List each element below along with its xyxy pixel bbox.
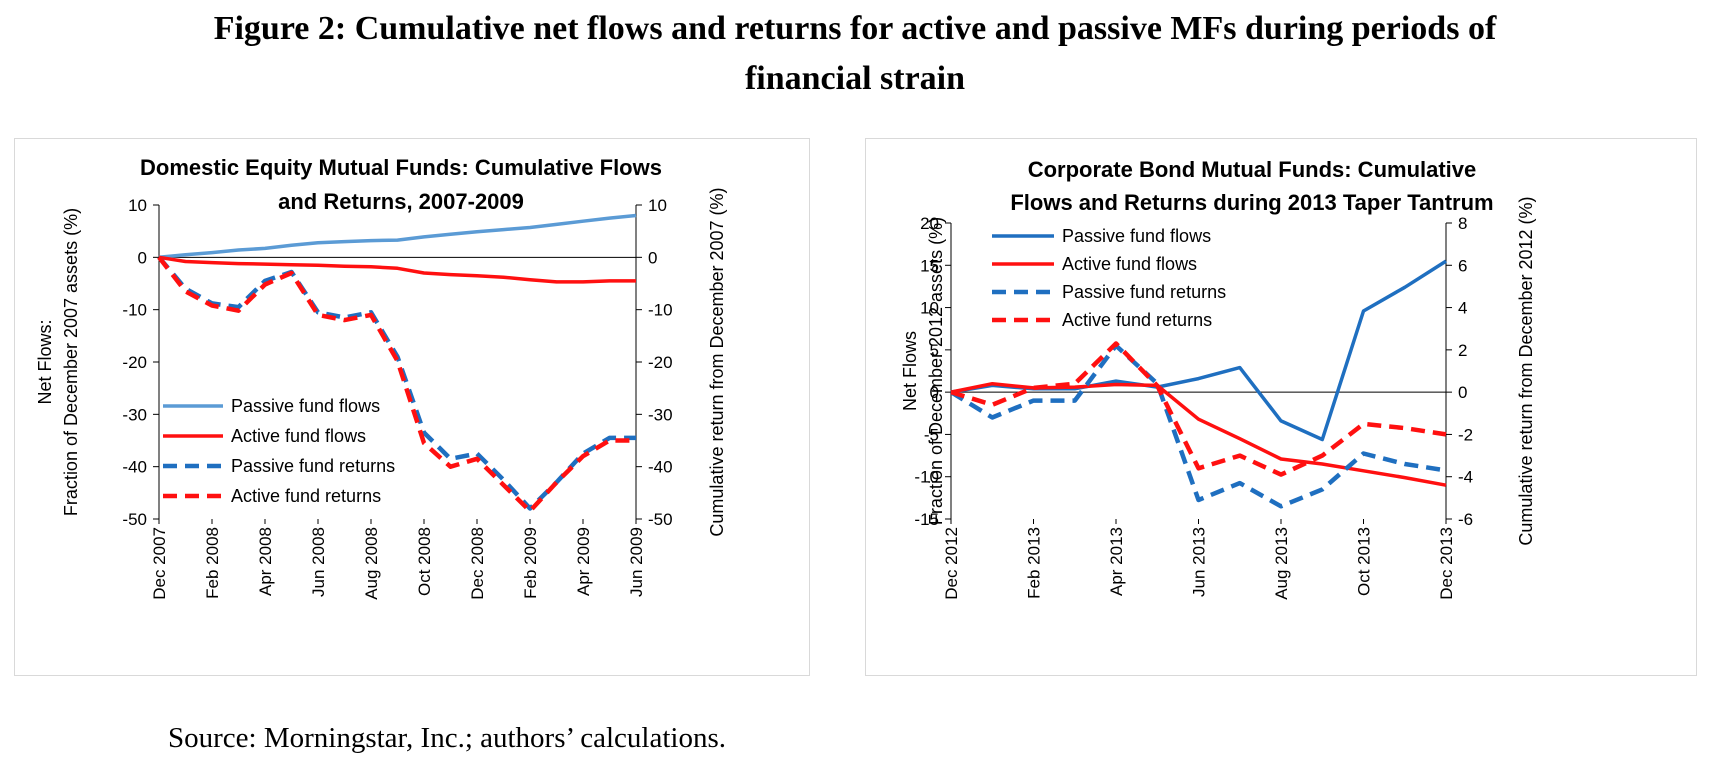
bond-x-tick-label: Apr 2013 [1107, 527, 1126, 596]
bond-x-tick-label: Dec 2012 [942, 527, 961, 600]
bond-legend: Passive fund flows Active fund flows Passi… [992, 226, 1226, 330]
bond-y-tick-label: 10 [920, 299, 939, 318]
bond-y-tick-label: 0 [930, 383, 939, 402]
equity-y2-tick-label: 10 [648, 196, 667, 215]
equity-y2-axis-label: Cumulative return from December 2007 (%) [707, 187, 727, 536]
equity-x-tick-label: Apr 2008 [256, 527, 275, 596]
equity-y2-tick-label: -10 [648, 301, 673, 320]
bond-x-tick-label: Aug 2013 [1272, 527, 1291, 600]
bond-y2-tick-label: 4 [1458, 299, 1467, 318]
bond-legend-label: Passive fund flows [1062, 226, 1211, 246]
equity-x-tick-label: Apr 2009 [574, 527, 593, 596]
equity-y2-tick-label: -30 [648, 405, 673, 424]
bond-y2-tick-label: -6 [1458, 510, 1473, 529]
equity-chart-title-line-2: and Returns, 2007-2009 [278, 189, 524, 214]
figure-title-line-2: financial strain [744, 60, 966, 97]
equity-y-tick-label: -30 [122, 405, 147, 424]
equity-x-tick-label: Jun 2009 [627, 527, 646, 597]
bond-chart: Corporate Bond Mutual Funds: Cumulative F… [900, 157, 1536, 600]
bond-y2-tick-label: -4 [1458, 468, 1473, 487]
equity-x-tick-label: Feb 2009 [521, 527, 540, 599]
bond-series-active-fund-returns [950, 341, 1447, 477]
bond-y-tick-label: 20 [920, 214, 939, 233]
bond-y-axis-label-line-2: Fraction of December 2012 assets (%) [926, 217, 946, 525]
bond-y2-tick-label: 2 [1458, 341, 1467, 360]
figure-title-line-1: Figure 2: Cumulative net flows and retur… [213, 10, 1497, 47]
equity-y2-tick-label: -40 [648, 458, 673, 477]
bond-x-tick-label: Feb 2013 [1025, 527, 1044, 599]
bond-x-tick-label: Jun 2013 [1190, 527, 1209, 597]
bond-series-passive-fund-returns [949, 343, 1447, 509]
bond-y-tick-label: -10 [914, 468, 939, 487]
equity-legend-label: Passive fund returns [231, 456, 395, 476]
equity-y-tick-label: -20 [122, 353, 147, 372]
bond-chart-title-line-1: Corporate Bond Mutual Funds: Cumulative [1028, 157, 1477, 182]
bond-chart-panel: Corporate Bond Mutual Funds: Cumulative F… [865, 138, 1697, 676]
equity-series-active-fund-flows [158, 255, 636, 284]
bond-y2-tick-label: 0 [1458, 383, 1467, 402]
bond-legend-label: Passive fund returns [1062, 282, 1226, 302]
bond-legend-label: Active fund returns [1062, 310, 1212, 330]
equity-y-tick-label: 0 [138, 248, 147, 267]
bond-chart-title-line-2: Flows and Returns during 2013 Taper Tant… [1010, 190, 1493, 215]
equity-chart-panel: Domestic Equity Mutual Funds: Cumulative… [14, 138, 810, 676]
figure-source: Source: Morningstar, Inc.; authors’ calc… [168, 722, 727, 754]
equity-legend-label: Passive fund flows [231, 396, 380, 416]
equity-x-tick-label: Feb 2008 [203, 527, 222, 599]
equity-y-axis-label-line-2: Fraction of December 2007 assets (%) [61, 208, 81, 516]
equity-series-active-fund-returns [157, 255, 636, 514]
figure-title: Figure 2: Cumulative net flows and retur… [0, 4, 1710, 104]
equity-x-tick-label: Dec 2007 [150, 527, 169, 600]
bond-x-tick-label: Dec 2013 [1437, 527, 1456, 600]
equity-legend: Passive fund flows Active fund flows Passi… [163, 396, 395, 506]
equity-y-tick-label: 10 [128, 196, 147, 215]
equity-chart-title-line-1: Domestic Equity Mutual Funds: Cumulative… [140, 155, 662, 180]
bond-x-tick-label: Oct 2013 [1355, 527, 1374, 596]
equity-x-tick-label: Aug 2008 [362, 527, 381, 600]
equity-y2-tick-label: -50 [648, 510, 673, 529]
equity-legend-label: Active fund flows [231, 426, 366, 446]
bond-y2-tick-label: -2 [1458, 425, 1473, 444]
equity-y2-tick-label: -20 [648, 353, 673, 372]
bond-legend-label: Active fund flows [1062, 254, 1197, 274]
equity-y-tick-label: -40 [122, 458, 147, 477]
bond-y-axis-label-line-1: Net Flows [900, 331, 920, 411]
equity-y2-tick-label: 0 [648, 248, 657, 267]
bond-series-active-fund-flows [950, 381, 1447, 487]
bond-y-tick-label: 15 [920, 256, 939, 275]
bond-y-tick-label: -15 [914, 510, 939, 529]
equity-legend-label: Active fund returns [231, 486, 381, 506]
equity-y-tick-label: -50 [122, 510, 147, 529]
equity-series-passive-fund-flows [158, 213, 637, 260]
bond-y-tick-label: -5 [924, 425, 939, 444]
equity-x-tick-label: Jun 2008 [309, 527, 328, 597]
bond-y2-axis-label: Cumulative return from December 2012 (%) [1516, 196, 1536, 545]
equity-x-tick-label: Dec 2008 [468, 527, 487, 600]
bond-y2-tick-label: 6 [1458, 256, 1467, 275]
bond-y2-tick-label: 8 [1458, 214, 1467, 233]
equity-y-tick-label: -10 [122, 301, 147, 320]
equity-y-axis-label-line-1: Net Flows: [35, 319, 55, 404]
equity-x-tick-label: Oct 2008 [415, 527, 434, 596]
equity-chart: Domestic Equity Mutual Funds: Cumulative… [35, 155, 727, 600]
bond-y-tick-label: 5 [930, 341, 939, 360]
